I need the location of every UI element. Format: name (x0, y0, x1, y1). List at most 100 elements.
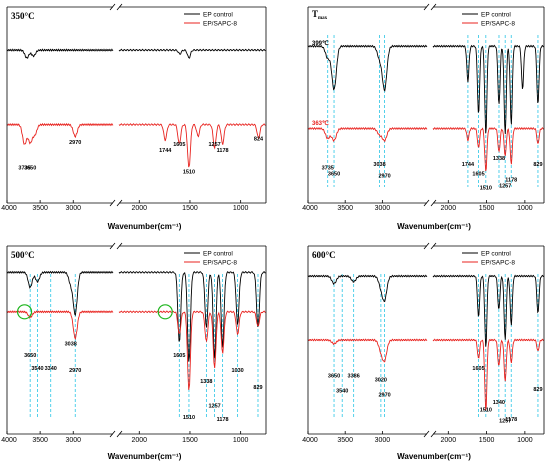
x-tick-label: 2000 (131, 437, 147, 444)
axes-frame (307, 242, 545, 438)
x-tick-label: 3000 (65, 437, 81, 444)
x-tick-label: 1500 (479, 437, 495, 444)
axis-break-mark (423, 430, 430, 438)
peak-label-3540: 3540 (336, 389, 348, 395)
x-axis-label: Wavenumber(cm⁻¹) (108, 222, 182, 231)
x-tick-label: 1000 (517, 437, 533, 444)
peak-label-1257: 1257 (499, 419, 511, 425)
peak-label-1605: 1605 (472, 366, 484, 372)
legend-label-ep-control: EP control (203, 12, 233, 19)
peak-label-1510: 1510 (183, 170, 195, 176)
peak-label-829: 829 (533, 162, 542, 168)
temperature-label-ep: 399℃ (312, 40, 329, 47)
series-ep-sapc8-left (6, 122, 114, 145)
legend-label-ep-sapc8: EP/SAPC-8 (203, 260, 237, 267)
panel-title: 500°C (11, 250, 35, 260)
peak-label-1338: 1338 (493, 156, 505, 162)
axis-break-mark (116, 199, 123, 207)
peak-label-1340: 1340 (493, 400, 505, 406)
series-ep-control-left (307, 274, 428, 303)
peak-label-2970: 2970 (378, 174, 390, 180)
peak-label-1744: 1744 (462, 162, 475, 168)
peak-label-1605: 1605 (173, 142, 185, 148)
axis-break-mark (430, 430, 437, 438)
x-tick-label: 3000 (65, 205, 81, 212)
peak-label-3038: 3038 (65, 342, 77, 348)
series-ep-control-right (118, 48, 266, 59)
legend: EP control EP/SAPC-8 (462, 251, 515, 267)
x-axis-label: Wavenumber(cm⁻¹) (397, 222, 471, 231)
panel-title: 350°C (11, 11, 35, 21)
x-tick-label: 4000 (302, 437, 318, 444)
series-ep-sapc8-right (432, 126, 544, 172)
legend: EP control EP/SAPC-8 (184, 12, 237, 28)
series-ep-sapc8-right (432, 338, 544, 411)
peak-label-1030: 1030 (231, 368, 243, 374)
peak-label-1257: 1257 (499, 183, 511, 189)
peak-label-824: 824 (254, 136, 264, 142)
axis-break-mark (109, 242, 116, 250)
axes-frame (307, 3, 545, 207)
peak-label-2970: 2970 (69, 368, 81, 374)
series-ep-control-right (118, 270, 266, 362)
axis-break-mark (116, 242, 123, 250)
axes-frame (6, 242, 267, 438)
x-axis-label: Wavenumber(cm⁻¹) (397, 452, 471, 461)
highlight-circle (157, 304, 173, 320)
axis-break-mark (109, 3, 116, 11)
x-axis-label: Wavenumber(cm⁻¹) (108, 452, 182, 461)
chart-panel-3: 4000 3500 3000 2000 1500 1000 Wavenumber(cm⁻¹)… (1, 242, 267, 461)
x-tick-label: 1000 (517, 205, 533, 212)
chart-panel-2: 4000 3500 3000 2000 1500 1000 Wavenumber(cm⁻¹)… (302, 3, 545, 231)
x-tick-label: 3000 (375, 437, 391, 444)
x-tick-label: 3000 (375, 205, 391, 212)
series-ep-sapc8-left (6, 310, 114, 341)
axis-break-mark (430, 242, 437, 250)
series-ep-control-left (6, 48, 114, 59)
x-tick-label: 2000 (441, 437, 457, 444)
peak-label-1178: 1178 (505, 177, 517, 183)
peak-label-3540: 3540 (31, 366, 43, 372)
series-ep-sapc8-left (307, 338, 428, 363)
peak-label-1605: 1605 (472, 172, 484, 178)
axes-frame (6, 3, 267, 207)
x-tick-label: 3500 (32, 437, 48, 444)
x-tick-label: 2000 (441, 205, 457, 212)
legend-label-ep-sapc8: EP/SAPC-8 (481, 21, 515, 28)
x-tick-label: 4000 (302, 205, 318, 212)
peak-label-3735: 3735 (18, 166, 30, 172)
peak-label-1605: 1605 (173, 353, 185, 359)
panel-title: 600°C (312, 250, 336, 260)
peak-label-3038: 3038 (373, 162, 385, 168)
x-tick-label: 3500 (337, 205, 353, 212)
axis-break-mark (109, 199, 116, 207)
x-tick-label: 2000 (131, 205, 147, 212)
legend-label-ep-sapc8: EP/SAPC-8 (203, 21, 237, 28)
panel-title-sub: max (318, 16, 328, 21)
peak-label-3020: 3020 (375, 377, 387, 383)
chart-panel-4: 4000 3500 3000 2000 1500 1000 Wavenumber(cm⁻¹)… (302, 242, 545, 461)
legend: EP control EP/SAPC-8 (184, 251, 237, 267)
series-ep-sapc8-right (118, 123, 266, 168)
peak-label-1744: 1744 (159, 148, 172, 154)
peak-label-1510: 1510 (183, 415, 195, 421)
peak-label-829: 829 (533, 387, 542, 393)
peak-label-2970: 2970 (69, 140, 81, 146)
peak-label-1510: 1510 (480, 407, 492, 413)
x-tick-label: 4000 (1, 437, 17, 444)
series-ep-control-right (432, 44, 544, 135)
legend-label-ep-control: EP control (481, 12, 511, 19)
peak-label-1178: 1178 (217, 148, 229, 154)
x-tick-label: 4000 (1, 205, 17, 212)
series-ep-control-right (432, 274, 544, 347)
peak-label-3735: 3735 (322, 166, 334, 172)
peak-label-3650: 3650 (24, 353, 36, 359)
panel-title: Tmax (312, 9, 328, 21)
temperature-label-sapc: 363℃ (312, 120, 329, 127)
x-tick-label: 3500 (337, 437, 353, 444)
legend: EP control EP/SAPC-8 (462, 12, 515, 28)
x-tick-label: 3500 (32, 205, 48, 212)
panel-title-main: T (312, 9, 318, 19)
peak-label-1257: 1257 (208, 404, 220, 410)
